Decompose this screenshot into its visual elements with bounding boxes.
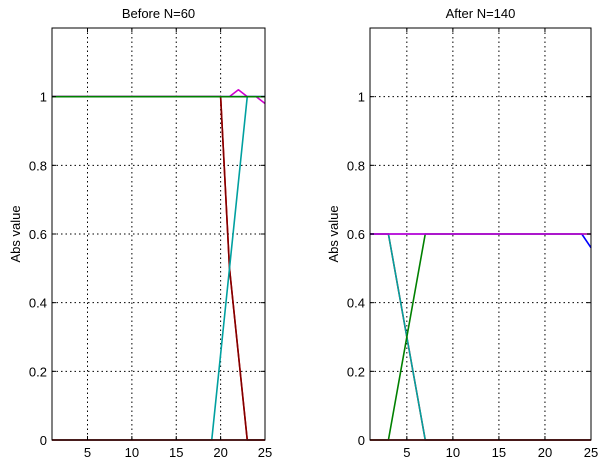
right-chart-y-tick-label: 0.2	[347, 364, 365, 379]
right-chart-x-tick-label: 20	[538, 445, 552, 460]
left-chart-y-tick-label: 0.4	[29, 296, 47, 311]
right-chart-y-tick-label: 1	[358, 90, 365, 105]
right-chart-x-tick-label: 15	[492, 445, 506, 460]
left-chart-x-tick-label: 5	[84, 445, 91, 460]
right-chart-x-tick-label: 25	[584, 445, 598, 460]
left-chart-ylabel: Abs value	[8, 205, 23, 262]
left-chart-y-tick-label: 0.8	[29, 158, 47, 173]
left-chart-x-tick-label: 15	[169, 445, 183, 460]
left-chart-y-tick-label: 1	[40, 90, 47, 105]
left-chart-x-tick-label: 20	[213, 445, 227, 460]
right-chart-title: After N=140	[446, 6, 516, 21]
left-chart-y-tick-label: 0.6	[29, 227, 47, 242]
left-chart-title: Before N=60	[122, 6, 195, 21]
left-chart-x-tick-label: 10	[125, 445, 139, 460]
right-chart: 5 10 15 20 25 0 0.2 0.4 0.6 0.8 1 After N=140 Abs va…	[326, 6, 598, 460]
right-chart-y-tick-label: 0	[358, 433, 365, 448]
left-chart-y-tick-label: 0	[40, 433, 47, 448]
right-chart-y-tick-label: 0.4	[347, 296, 365, 311]
left-chart: 5 10 15 20 25 0 0.2 0.4 0.6 0.8 1 Before N=60 Abs va…	[8, 6, 272, 460]
right-chart-y-tick-label: 0.8	[347, 158, 365, 173]
left-chart-y-tick-label: 0.2	[29, 364, 47, 379]
right-chart-x-tick-label: 10	[446, 445, 460, 460]
right-chart-x-tick-label: 5	[403, 445, 410, 460]
left-chart-x-tick-label: 25	[258, 445, 272, 460]
right-chart-ylabel: Abs value	[326, 205, 341, 262]
right-chart-y-tick-label: 0.6	[347, 227, 365, 242]
